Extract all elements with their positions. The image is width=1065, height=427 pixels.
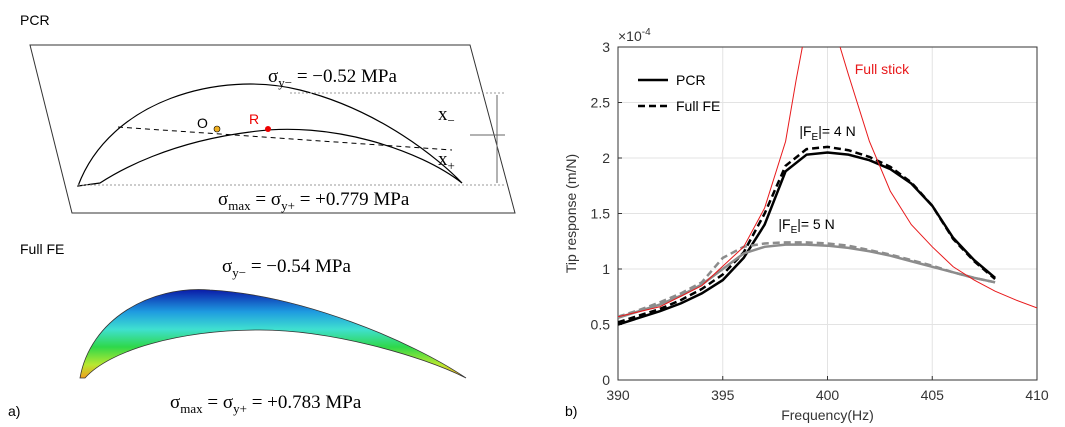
- point-o: [213, 125, 221, 133]
- label-r: R: [249, 111, 259, 127]
- axes-box: [617, 46, 1038, 381]
- x-minus: x−: [438, 104, 455, 128]
- fe-title: Full FE: [20, 241, 64, 257]
- y-tick-label: 3: [602, 39, 610, 55]
- sym: x: [438, 104, 448, 125]
- rest: = +0.779 MPa: [295, 189, 410, 210]
- panel-label: b): [565, 403, 577, 419]
- annotation: |FE|= 4 N: [799, 123, 855, 143]
- part: |F: [778, 216, 790, 232]
- x-tick-label: 410: [1025, 387, 1049, 403]
- legend-label: PCR: [676, 72, 706, 88]
- rest: = −0.52 MPa: [292, 66, 397, 87]
- series-line: [618, 145, 996, 324]
- x-tick-label: 405: [921, 387, 945, 403]
- fe-top-stress: σy− = −0.54 MPa: [222, 256, 351, 280]
- sub: −: [448, 113, 455, 128]
- panel-label: a): [8, 403, 20, 419]
- x-plus: x+: [438, 149, 455, 173]
- series-line: [618, 241, 996, 318]
- sub: max: [180, 401, 203, 416]
- rest: = +0.783 MPa: [247, 392, 362, 413]
- pcr-title: PCR: [20, 12, 50, 28]
- sub: y−: [232, 265, 246, 280]
- sym: σ: [170, 392, 180, 413]
- y-axis-label: Tip response (m/N): [563, 154, 579, 273]
- label-o: O: [197, 115, 208, 131]
- sub: E: [791, 225, 798, 236]
- sym: σ: [268, 66, 278, 87]
- curve-label: Full stick: [855, 61, 910, 77]
- part: |= 5 N: [797, 216, 835, 232]
- series-layer: [618, 47, 1037, 326]
- sym: x: [438, 149, 448, 170]
- blade-outline: [77, 83, 463, 187]
- sub: +: [448, 158, 455, 173]
- pcr-bottom-stress: σmax = σy+ = +0.779 MPa: [218, 189, 410, 213]
- mid: = σ: [203, 392, 233, 413]
- y-tick-label: 0.5: [591, 317, 611, 333]
- fe-blade: [79, 289, 467, 379]
- sym: σ: [222, 256, 232, 277]
- sub: E: [812, 132, 819, 143]
- x-tick-label: 395: [711, 387, 735, 403]
- point-r: [265, 126, 271, 132]
- frame: [29, 44, 516, 214]
- sub: max: [228, 198, 251, 213]
- mid: = σ: [251, 189, 281, 210]
- chord-line: [117, 126, 453, 151]
- x-tick-label: 400: [816, 387, 840, 403]
- sub: y+: [233, 401, 247, 416]
- sub: y−: [278, 75, 292, 90]
- y-tick-label: 2: [602, 150, 610, 166]
- series-line: [618, 47, 1037, 318]
- y-multiplier: ×10-4: [618, 27, 651, 44]
- fe-bottom-stress: σmax = σy+ = +0.783 MPa: [170, 392, 362, 416]
- sub: y+: [281, 198, 295, 213]
- part: |F: [799, 123, 811, 139]
- sym: σ: [218, 189, 228, 210]
- part: |= 4 N: [818, 123, 856, 139]
- y-tick-label: 0: [602, 372, 610, 388]
- pcr-top-stress: σy− = −0.52 MPa: [268, 66, 397, 90]
- legend-label: Full FE: [676, 98, 720, 114]
- x-tick-label: 390: [606, 387, 630, 403]
- rest: = −0.54 MPa: [246, 256, 351, 277]
- y-tick-label: 2.5: [591, 95, 611, 111]
- x-axis-label: Frequency(Hz): [781, 407, 874, 423]
- base: ×10: [618, 28, 642, 44]
- y-tick-label: 1: [602, 261, 610, 277]
- series-line: [618, 151, 996, 326]
- annotation: |FE|= 5 N: [778, 216, 834, 236]
- chart: 390 395 400 405 410 0 0.5 1 1.5 2 2.5 3 ×10-4 Frequen…: [563, 27, 1049, 423]
- exp: -4: [642, 27, 651, 38]
- y-tick-label: 1.5: [591, 206, 611, 222]
